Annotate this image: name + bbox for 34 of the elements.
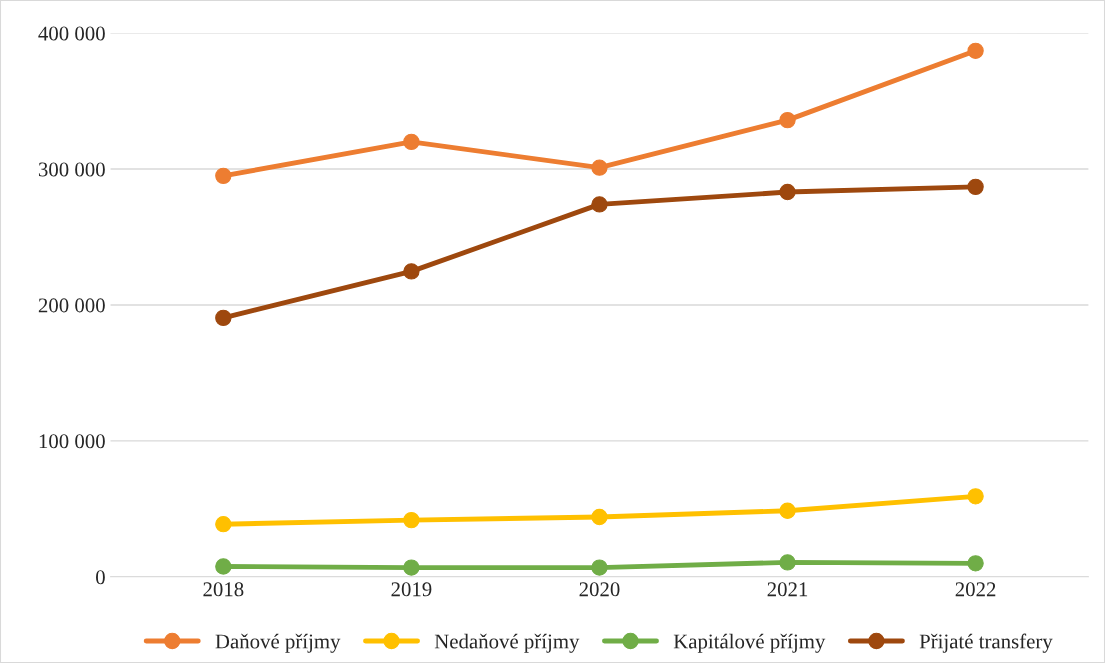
y-tick-label: 100 000 — [39, 434, 105, 449]
point — [591, 508, 608, 526]
point — [215, 309, 232, 327]
x-tick-label: 2018 — [203, 582, 244, 597]
point — [403, 263, 420, 280]
point — [215, 516, 232, 533]
x-tick-label: 2019 — [391, 582, 432, 597]
point — [215, 558, 232, 575]
point — [591, 159, 608, 176]
point — [967, 178, 984, 196]
point — [779, 111, 796, 129]
point — [779, 502, 796, 519]
y-tick-label: 0 — [96, 570, 105, 585]
point — [967, 42, 984, 59]
legend-label: Přijaté transfery — [919, 633, 1053, 653]
x-tick-label: 2020 — [579, 582, 620, 597]
point — [215, 167, 232, 185]
point — [403, 511, 420, 529]
point — [591, 559, 608, 576]
y-tick-label: 300 000 — [38, 162, 105, 177]
x-tick-label: 2022 — [955, 582, 996, 597]
point — [779, 554, 796, 571]
legend-label: Nedaňové příjmy — [434, 633, 580, 653]
legend-label: Daňové příjmy — [215, 633, 341, 653]
point — [591, 196, 608, 213]
point — [967, 488, 984, 505]
point — [403, 559, 420, 576]
point — [967, 555, 984, 572]
point — [403, 133, 420, 151]
y-tick-label: 200 000 — [38, 298, 105, 313]
y-tick-label: 400 000 — [38, 26, 105, 41]
x-tick-label: 2021 — [767, 582, 808, 597]
legend-label: Kapitálové příjmy — [673, 633, 826, 653]
point — [779, 183, 796, 201]
